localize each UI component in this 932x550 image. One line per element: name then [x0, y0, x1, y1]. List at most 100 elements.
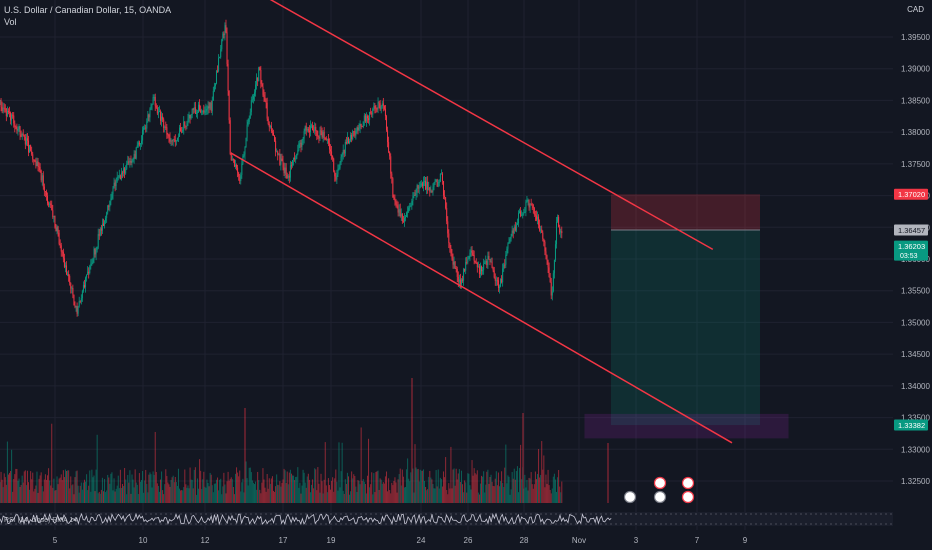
candle-body [175, 140, 177, 142]
volume-bar [530, 472, 532, 503]
candle-body [209, 102, 211, 109]
volume-bar [304, 482, 306, 503]
volume-bar [440, 479, 442, 503]
volume-bar [166, 476, 168, 503]
volume-bar [78, 492, 80, 503]
volume-bar [115, 488, 117, 503]
candle-body [53, 215, 55, 218]
candle-body [90, 263, 92, 267]
volume-bar [526, 479, 528, 503]
volume-bar [551, 488, 553, 503]
price-label-countdown: 03:53 [900, 253, 918, 260]
candle-body [156, 107, 158, 114]
volume-bar [42, 491, 44, 503]
candle-body [340, 156, 342, 163]
volume-bar [175, 482, 177, 503]
volume-bar [445, 457, 447, 503]
volume-bar [104, 478, 106, 503]
candle-body [521, 214, 523, 216]
candle-body [296, 153, 298, 159]
candle-body [38, 165, 40, 167]
symbol-title[interactable]: U.S. Dollar / Canadian Dollar, 15, OANDA [4, 5, 172, 15]
candle-body [328, 143, 330, 150]
candle-body [434, 180, 436, 183]
volume-bar [317, 467, 319, 503]
volume-bar [357, 480, 359, 503]
candle-body [110, 198, 112, 202]
volume-bar [290, 473, 292, 503]
price-label-text: 1.36203 [898, 242, 925, 251]
volume-bar [419, 469, 421, 503]
volume-bar [263, 479, 265, 503]
candle-body [41, 175, 43, 181]
candle-body [538, 216, 540, 225]
trendline-upper [269, 0, 714, 251]
volume-bar [274, 491, 276, 503]
volume-bar [184, 469, 186, 503]
candle-body [424, 181, 426, 182]
candle-body [481, 266, 483, 272]
rsi-label: RSI (14, close) RMA 14 [4, 517, 77, 524]
candle-body [32, 154, 34, 160]
candle-body [307, 129, 309, 131]
candle-body [498, 286, 500, 288]
volume-bar [473, 468, 475, 503]
volume-bar [457, 473, 459, 503]
volume-bar [24, 470, 26, 503]
volume-bar [245, 461, 247, 503]
candle-body [196, 112, 198, 114]
volume-bar [454, 485, 456, 503]
candle-body [365, 116, 367, 122]
volume-bar [378, 489, 380, 503]
candle-body [206, 109, 208, 110]
volume-bar [328, 485, 330, 503]
volume-bar [43, 479, 45, 503]
candle-body [364, 115, 366, 122]
volume-bar [133, 487, 135, 503]
volume-bar [262, 468, 264, 503]
candle-body [157, 111, 159, 114]
volume-bar [165, 469, 167, 503]
candle-body [260, 70, 262, 84]
candle-body [51, 204, 53, 211]
candle-body [145, 127, 147, 129]
volume-bar [229, 478, 231, 503]
volume-bar [295, 476, 297, 503]
event-icons [623, 476, 695, 504]
candle-body [106, 212, 108, 218]
candle-body [227, 63, 229, 91]
candle-body [63, 258, 65, 267]
candle-body [259, 67, 261, 71]
volume-bar [138, 473, 140, 503]
candle-body [190, 114, 192, 119]
volume-bar [112, 490, 114, 503]
volume-bar [193, 469, 195, 503]
candle-body [47, 195, 49, 204]
candle-body [353, 131, 355, 133]
volume-bar [439, 477, 441, 503]
volume-indicator-label[interactable]: Vol [4, 17, 17, 27]
candle-body [388, 142, 390, 153]
candle-body [368, 118, 370, 121]
candle-body [118, 175, 120, 177]
volume-bar [369, 487, 371, 503]
volume-bar [191, 479, 193, 503]
volume-bar [2, 487, 4, 503]
volume-bar [98, 491, 100, 503]
volume-bar [459, 482, 461, 503]
y-tick-label: 1.33000 [901, 445, 930, 454]
candle-body [460, 279, 462, 285]
candle-body [215, 70, 217, 84]
volume-bar [93, 475, 95, 503]
candle-body [500, 279, 502, 287]
candle-body [137, 142, 139, 146]
candle-body [542, 232, 544, 239]
candle-body [357, 127, 359, 130]
volume-bar [47, 475, 49, 503]
volume-bar [363, 481, 365, 503]
candle-body [503, 264, 505, 269]
candle-body [248, 117, 250, 122]
candle-body [397, 205, 399, 213]
